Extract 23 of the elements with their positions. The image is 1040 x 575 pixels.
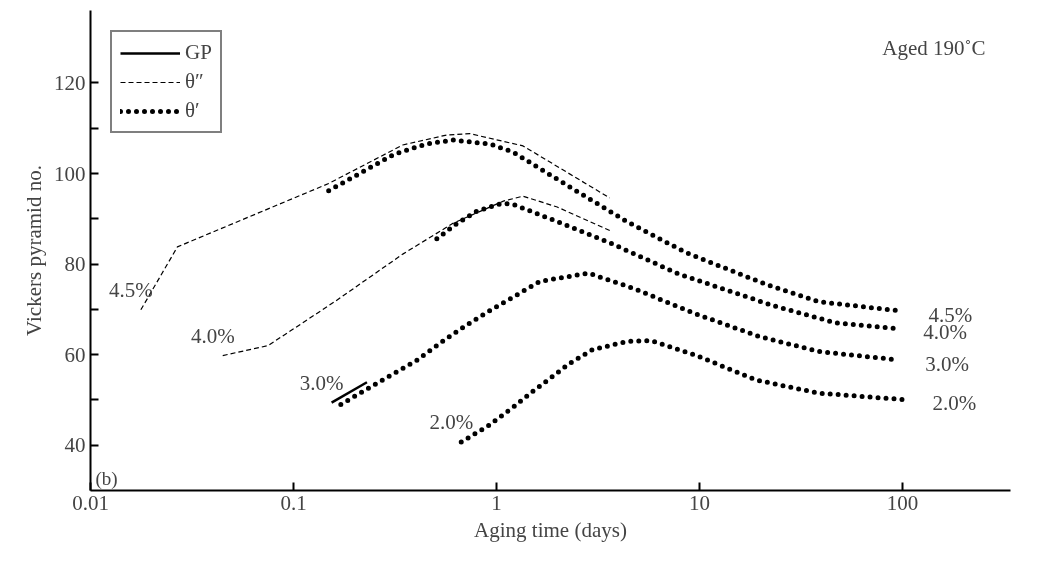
legend-label: θ′ — [185, 98, 201, 123]
annotation: 2.0% — [932, 391, 977, 416]
x-axis-title: Aging time (days) — [474, 517, 627, 542]
annotation: 4.0% — [190, 323, 235, 348]
annotation: 3.0% — [925, 351, 969, 376]
x-tick-label: 100 — [886, 490, 919, 515]
y-tick-label: 80 — [64, 252, 86, 277]
annotation: 4.5% — [109, 277, 153, 302]
x-tick-label: 10 — [689, 490, 711, 515]
legend-label: θ″ — [185, 69, 205, 94]
annotation: (b) — [95, 467, 118, 490]
y-tick-label: 40 — [64, 433, 86, 458]
y-tick-label: 60 — [64, 342, 86, 367]
annotation: 3.0% — [299, 370, 344, 395]
y-axis-title: Vickers pyramid no. — [22, 165, 46, 336]
annotation: 2.0% — [429, 410, 474, 435]
legend-label: GP — [185, 40, 212, 65]
x-tick-label: 0.01 — [72, 490, 109, 515]
y-tick-label: 100 — [54, 161, 86, 186]
x-tick-label: 1 — [491, 490, 502, 515]
annotation: Aged 190˚C — [882, 35, 986, 60]
x-tick-label: 0.1 — [280, 490, 307, 515]
y-tick-label: 120 — [54, 70, 86, 95]
